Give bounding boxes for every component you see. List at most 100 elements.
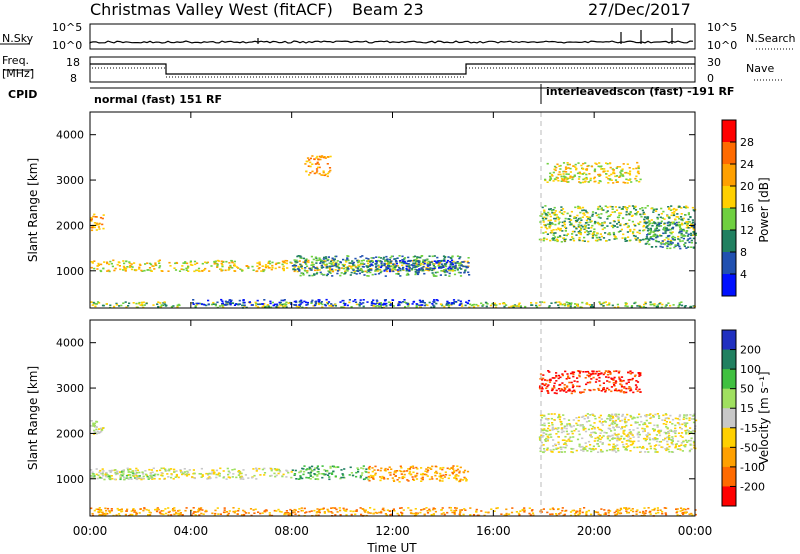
velocity-data-cell xyxy=(617,418,620,420)
velocity-data-cell xyxy=(577,419,580,422)
power-data-cell xyxy=(616,223,619,225)
velocity-data-cell xyxy=(128,468,131,470)
power-data-cell xyxy=(392,265,395,267)
velocity-data-cell xyxy=(539,439,542,441)
velocity-data-cell xyxy=(452,471,456,473)
velocity-data-cell xyxy=(593,431,596,434)
power-data-cell xyxy=(321,174,324,176)
power-colorbar-segment xyxy=(722,252,736,275)
velocity-data-cell xyxy=(565,440,568,442)
power-data-cell xyxy=(91,262,94,264)
power-data-cell xyxy=(189,261,192,264)
power-data-cell xyxy=(256,265,259,267)
power-data-cell xyxy=(192,299,195,301)
velocity-data-cell xyxy=(593,372,596,375)
power-data-cell xyxy=(604,301,607,303)
power-data-cell xyxy=(371,301,374,303)
velocity-data-cell xyxy=(361,508,364,510)
velocity-data-cell xyxy=(542,377,545,380)
power-data-cell xyxy=(459,271,462,274)
power-data-cell xyxy=(263,303,266,305)
power-data-cell xyxy=(658,222,661,224)
velocity-data-cell xyxy=(592,431,595,434)
velocity-data-cell xyxy=(659,440,663,443)
power-data-cell xyxy=(229,264,232,267)
velocity-data-cell xyxy=(612,378,615,380)
power-data-cell xyxy=(629,170,632,173)
velocity-data-cell xyxy=(638,375,641,377)
power-data-cell xyxy=(674,218,677,221)
velocity-data-cell xyxy=(376,512,379,514)
power-data-cell xyxy=(363,263,366,265)
power-data-cell xyxy=(418,268,421,270)
power-data-cell xyxy=(577,207,580,210)
power-data-cell xyxy=(468,274,471,276)
power-data-cell xyxy=(652,231,655,233)
power-data-cell xyxy=(634,235,637,238)
power-data-cell xyxy=(443,256,446,258)
velocity-data-cell xyxy=(406,470,409,472)
velocity-data-cell xyxy=(588,381,592,384)
power-data-cell xyxy=(378,305,381,308)
velocity-data-cell xyxy=(368,465,371,468)
velocity-data-cell xyxy=(209,477,212,479)
velocity-data-cell xyxy=(551,427,554,430)
power-data-cell xyxy=(610,179,613,181)
velocity-data-cell xyxy=(643,507,646,509)
power-data-cell xyxy=(531,304,534,306)
velocity-data-cell xyxy=(621,413,624,416)
velocity-data-cell xyxy=(619,507,622,510)
power-data-cell xyxy=(216,266,219,268)
power-data-cell xyxy=(406,272,409,275)
power-data-cell xyxy=(124,269,127,271)
velocity-data-cell xyxy=(550,450,553,453)
power-data-cell xyxy=(663,218,666,220)
power-data-cell xyxy=(433,301,436,304)
power-data-cell xyxy=(367,265,370,268)
power-data-cell xyxy=(420,267,423,269)
power-data-cell xyxy=(325,257,328,260)
power-data-cell xyxy=(588,173,591,175)
power-data-cell xyxy=(594,239,598,242)
power-data-cell xyxy=(544,205,547,207)
velocity-data-cell xyxy=(575,428,578,430)
velocity-data-cell xyxy=(428,478,431,481)
power-data-cell xyxy=(579,207,582,210)
velocity-data-cell xyxy=(285,476,288,478)
velocity-data-cell xyxy=(617,416,620,419)
velocity-data-cell xyxy=(394,471,397,474)
power-data-cell xyxy=(285,303,288,306)
velocity-data-cell xyxy=(623,433,626,435)
power-data-cell xyxy=(298,304,301,306)
power-data-cell xyxy=(599,238,602,241)
power-data-cell xyxy=(387,261,390,263)
velocity-data-cell xyxy=(440,509,443,511)
velocity-data-cell xyxy=(593,422,596,424)
velocity-scatter-region xyxy=(90,469,155,481)
velocity-data-cell xyxy=(270,469,273,472)
velocity-data-cell xyxy=(653,447,656,450)
velocity-data-cell xyxy=(572,373,575,376)
power-data-cell xyxy=(605,176,608,179)
power-data-cell xyxy=(598,162,601,164)
velocity-data-cell xyxy=(396,479,399,481)
power-data-cell xyxy=(440,260,443,263)
velocity-data-cell xyxy=(149,514,152,516)
power-data-cell xyxy=(678,225,681,227)
velocity-data-cell xyxy=(478,514,481,517)
power-data-cell xyxy=(684,214,687,216)
power-data-cell xyxy=(561,230,564,232)
velocity-data-cell xyxy=(166,473,169,475)
power-data-cell xyxy=(229,303,232,305)
velocity-data-cell xyxy=(628,432,631,434)
velocity-data-cell xyxy=(365,468,368,470)
velocity-data-cell xyxy=(675,443,678,445)
power-data-cell xyxy=(575,168,578,171)
power-data-cell xyxy=(690,246,693,248)
velocity-data-cell xyxy=(400,507,403,509)
power-data-cell xyxy=(148,267,152,269)
power-data-cell xyxy=(643,303,646,306)
power-data-cell xyxy=(573,175,576,177)
power-data-cell xyxy=(423,260,426,263)
power-data-cell xyxy=(579,231,582,234)
